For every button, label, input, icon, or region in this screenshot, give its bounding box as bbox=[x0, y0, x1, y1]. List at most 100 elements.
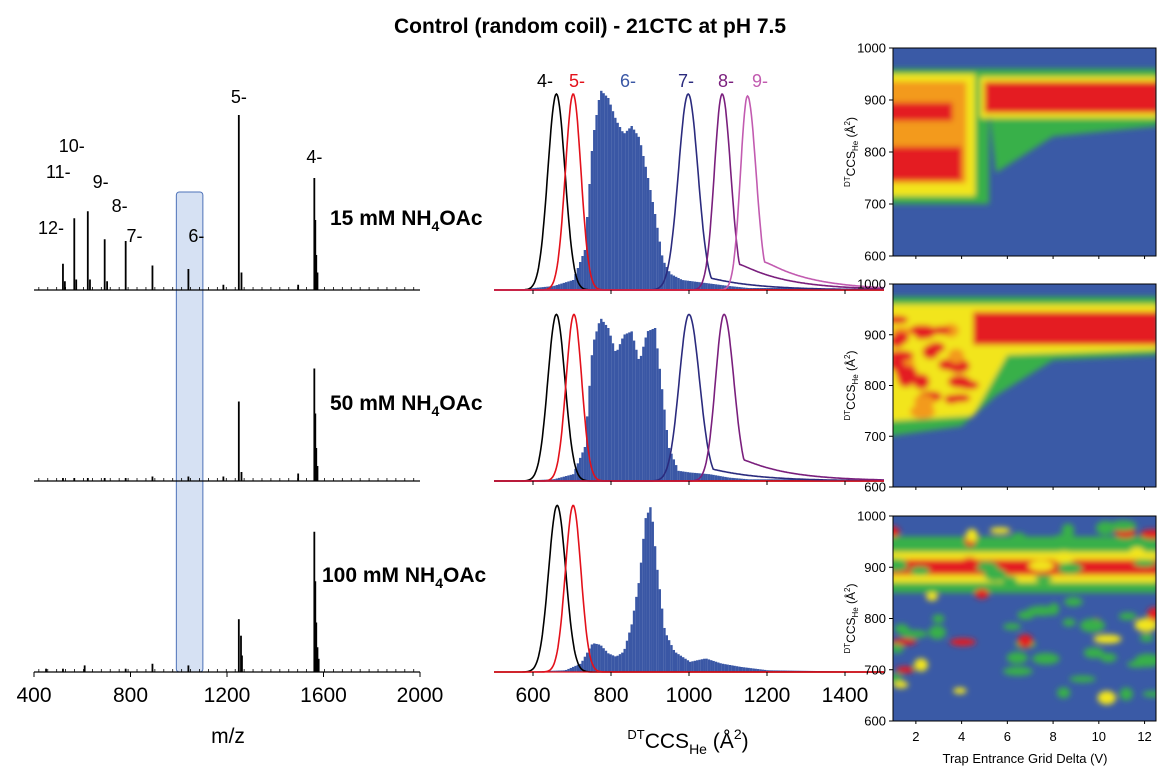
heatmap-y-tick-label: 600 bbox=[864, 249, 886, 264]
ccs-histogram-bar bbox=[651, 521, 654, 672]
ccs-histogram-bar bbox=[796, 288, 800, 290]
ccs-histogram-bar bbox=[630, 126, 633, 290]
ccs-histogram-bar bbox=[564, 476, 568, 481]
ccs-histogram-bar bbox=[618, 344, 622, 481]
ccs-histogram-bar bbox=[553, 285, 556, 290]
highlight-band-6- bbox=[175, 191, 204, 673]
ccs-histogram-bar bbox=[564, 669, 568, 672]
ccs-histogram-bar bbox=[644, 337, 647, 481]
ccs-x-tick-label: 600 bbox=[515, 684, 550, 707]
ccs-histogram-bar bbox=[635, 349, 638, 481]
ms-x-tick-label: 1200 bbox=[204, 684, 251, 707]
ccs-histogram-bar bbox=[780, 288, 783, 290]
ccs-histogram-bar bbox=[773, 288, 776, 290]
ccs-histogram-bar bbox=[691, 281, 694, 290]
heatmap-x-tick-label: 2 bbox=[912, 729, 919, 744]
ccs-histogram-bar bbox=[576, 664, 580, 672]
ccs-histogram-bar bbox=[560, 670, 563, 672]
ccs-histogram-bar bbox=[663, 262, 666, 290]
ccs-histogram-bar bbox=[588, 184, 591, 290]
heatmap-y-tick-label: 1000 bbox=[857, 509, 886, 524]
ccs-histogram-bar bbox=[557, 477, 561, 481]
heatmap-y-tick-label: 700 bbox=[864, 662, 886, 677]
ccs-histogram-bar bbox=[726, 477, 729, 481]
ccs-histogram-bar bbox=[550, 479, 554, 481]
ccs-histogram-bar bbox=[644, 518, 647, 672]
heatmap-y-tick-label: 900 bbox=[864, 560, 886, 575]
ccs-histogram-bar bbox=[569, 280, 573, 290]
ccs-histogram-bar bbox=[576, 268, 580, 290]
ccs-histogram-bar bbox=[572, 666, 575, 672]
ccs-histogram-bar bbox=[674, 276, 678, 290]
ccs-histogram-bar bbox=[656, 227, 659, 290]
ciu-heatmap-3 bbox=[893, 516, 1156, 721]
ccs-histogram-bar bbox=[618, 127, 622, 290]
y-label-main: CCS bbox=[844, 385, 858, 410]
y-label-sup: 2 bbox=[843, 120, 852, 125]
ccs-x-tick-label: 800 bbox=[593, 684, 628, 707]
ccs-histogram-bar bbox=[611, 655, 615, 672]
ccs-histogram-bar bbox=[562, 670, 566, 672]
ccs-histogram-bar bbox=[581, 452, 584, 481]
ccs-histogram-bar bbox=[693, 472, 697, 481]
ccs-histogram-bar bbox=[768, 288, 771, 290]
y-label-pre: DT bbox=[843, 643, 852, 654]
ms-peak-label-9minus: 9- bbox=[93, 172, 109, 192]
ccs-histogram-bar bbox=[796, 479, 800, 481]
heatmap-x-tick-label: 6 bbox=[1004, 729, 1011, 744]
ccs-histogram-bar bbox=[649, 190, 652, 290]
ccs-histogram-bar bbox=[728, 286, 732, 290]
ccs-histogram-bar bbox=[536, 287, 540, 290]
ccs-histogram-bar bbox=[583, 447, 587, 481]
ccs-histogram-bar bbox=[761, 479, 764, 481]
ccs-histogram-bar bbox=[588, 385, 591, 481]
ccs-histogram-bar bbox=[794, 479, 797, 481]
ccs-histogram-bar bbox=[735, 478, 739, 481]
heatmap-y-tick-label: 1000 bbox=[857, 41, 886, 56]
heatmap-features bbox=[893, 296, 1156, 436]
ccs-charge-labels: 4- 5- 6- 7- 8- 9- bbox=[537, 71, 768, 91]
ccs-histogram-bar bbox=[583, 250, 587, 290]
ccs-histogram-bar bbox=[609, 654, 612, 672]
ms-peak-label-4minus: 4- bbox=[306, 147, 322, 167]
ccs-histogram-bar bbox=[611, 111, 615, 290]
ccs-histogram-bar bbox=[696, 473, 699, 481]
ccs-distribution-1 bbox=[494, 90, 885, 294]
ccs-histogram-bar bbox=[562, 282, 566, 290]
ccs-histogram-bar bbox=[529, 288, 533, 290]
heatmap-x-tick-label: 4 bbox=[958, 729, 965, 744]
ccs-histogram-bar bbox=[600, 645, 603, 672]
ccs-histogram-bar bbox=[703, 473, 706, 481]
ccs-histogram-bar bbox=[719, 284, 722, 290]
ccs-histogram-bar bbox=[572, 474, 575, 481]
ccs-histogram-bar bbox=[731, 286, 734, 290]
ccs-histogram-bar bbox=[595, 331, 598, 481]
ccs-histogram-bar bbox=[574, 274, 577, 290]
ccs-histogram-bar bbox=[595, 115, 598, 290]
ccs-histogram-bar bbox=[667, 640, 671, 672]
y-label-sub: He bbox=[851, 607, 860, 618]
ccs-histogram-bar bbox=[553, 670, 556, 672]
ccs-curve-5minus bbox=[494, 313, 884, 482]
ccs-histogram-bar bbox=[714, 475, 718, 481]
heatmap-y-axis-label: DTCCSHe (Å2) bbox=[843, 117, 860, 187]
ccs-histogram-bar bbox=[684, 280, 687, 290]
ccs-histogram-bar bbox=[630, 331, 633, 481]
ccs-histogram-bar bbox=[679, 655, 683, 672]
ccs-histogram-bar bbox=[616, 655, 619, 672]
ccs-histogram-bar bbox=[717, 475, 720, 481]
ccs-histogram-bar bbox=[649, 330, 652, 481]
ccs-histogram-bar bbox=[621, 131, 624, 290]
ccs-histogram-bar bbox=[759, 479, 762, 481]
ccs-histogram-bar bbox=[653, 328, 657, 481]
ccs-curve-9minus bbox=[494, 94, 884, 291]
ccs-histogram-bar bbox=[740, 666, 743, 672]
ccs-histogram-bar bbox=[532, 288, 535, 290]
ccs-histogram-bar bbox=[581, 660, 584, 672]
ccs-histogram-bar bbox=[632, 340, 636, 481]
ccs-histogram-bar bbox=[700, 473, 704, 481]
ccs-histogram-bar bbox=[696, 281, 699, 290]
ccs-histogram-bar bbox=[539, 287, 542, 290]
